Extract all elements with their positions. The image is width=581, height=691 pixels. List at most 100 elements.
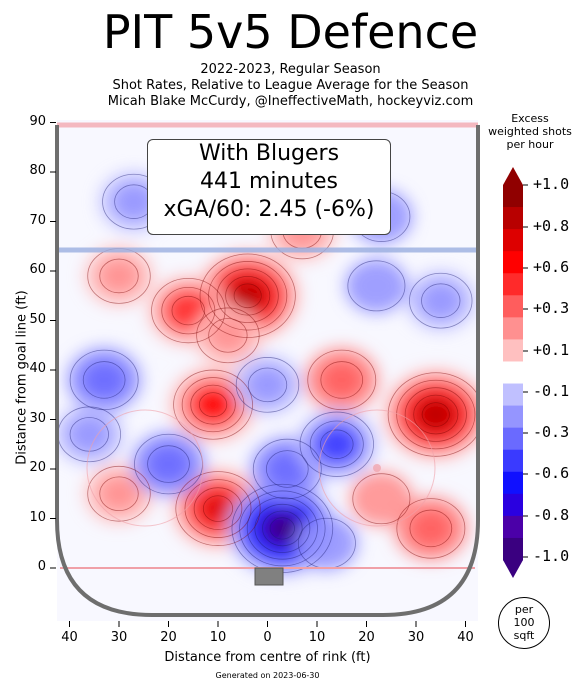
colorbar-segment [503, 295, 523, 318]
contour-line [173, 369, 253, 440]
y-tick-label: 60 [29, 262, 46, 277]
contour-line [307, 349, 377, 411]
colorbar-tick-label: -0.1 [533, 382, 570, 400]
x-tick-label: 20 [358, 630, 375, 645]
contour-line [246, 497, 318, 560]
heat-blob [419, 282, 462, 320]
colorbar-tick-label: -0.6 [533, 464, 570, 482]
faceoff-dot-right [373, 464, 381, 472]
contour-line [199, 253, 296, 338]
contour-line [184, 479, 252, 538]
colorbar-segment [503, 273, 523, 296]
colorbar-segment [503, 317, 523, 340]
heat-blob [407, 508, 454, 549]
heat-blob [350, 471, 413, 526]
colorbar-title-line: per hour [506, 138, 554, 151]
contour-line [161, 286, 216, 335]
x-tick-label: 40 [457, 630, 474, 645]
axis-ticks [50, 122, 466, 627]
contour-line [387, 372, 478, 457]
colorbar-top-arrow [503, 167, 523, 185]
contour-line [352, 473, 411, 525]
y-tick-label: 70 [29, 212, 46, 228]
heat-blob [68, 416, 111, 453]
colorbar-segment [503, 471, 523, 495]
contour-line [208, 318, 248, 353]
contour-line [320, 361, 364, 399]
contour-line [239, 490, 326, 567]
colorbar-tick-label: -0.3 [533, 423, 570, 441]
y-tick-label: 50 [29, 311, 46, 327]
heat-blob [97, 475, 141, 513]
x-tick-label: 0 [263, 630, 272, 645]
contour-line [254, 503, 311, 553]
contour-line [225, 275, 271, 316]
contour-line [216, 268, 279, 324]
y-tick-label: 90 [29, 113, 46, 129]
info-minutes: 441 minutes [199, 169, 339, 194]
colorbar-segment [503, 361, 523, 385]
contour-line [299, 411, 374, 477]
contour-line [147, 445, 190, 483]
subtitle-description: Shot Rates, Relative to League Average f… [112, 78, 469, 93]
colorbar-segment [503, 229, 523, 252]
y-tick-label: 20 [29, 460, 46, 475]
contour-line [404, 387, 467, 442]
heat-blob [97, 257, 141, 295]
colorbar-segment [503, 383, 523, 407]
colorbar-tick-label: -1.0 [533, 547, 570, 565]
contour-line [181, 377, 245, 433]
heat-blob [198, 391, 229, 418]
contour-line [202, 495, 234, 522]
contour-line [196, 307, 260, 364]
subtitle-season: 2022-2023, Regular Season [200, 62, 381, 77]
contour-line [269, 517, 295, 540]
heat-blob [420, 401, 451, 428]
contour-line [190, 384, 236, 425]
colorbar-title: Excess weighted shots per hour [475, 112, 581, 151]
contour-line [309, 420, 364, 468]
x-axis-label: Distance from centre of rink (ft) [164, 650, 371, 665]
chart-title: PIT 5v5 Defence [102, 5, 479, 59]
heat-blob [206, 317, 249, 354]
faceoff-circle-right [318, 409, 436, 527]
colorbar [503, 167, 528, 578]
generated-date: Generated on 2023-06-30 [215, 671, 320, 680]
colorbar-segment [503, 405, 523, 429]
contour-line [171, 295, 206, 326]
heat-blob [112, 183, 155, 221]
colorbar-segment [503, 493, 523, 517]
contour-line [198, 392, 228, 418]
contour-line [252, 438, 322, 500]
heat-blob [201, 494, 235, 523]
heat-blob-layer [57, 171, 478, 577]
contour-line [409, 272, 473, 329]
heat-blob [81, 359, 128, 400]
x-tick-label: 40 [61, 630, 78, 645]
contour-line [320, 429, 354, 459]
info-xga: xGA/60: 2.45 (-6%) [163, 197, 375, 222]
colorbar-tick-label: +0.8 [533, 217, 570, 235]
contour-layer [57, 173, 478, 573]
colorbar-tick-label: +0.1 [533, 341, 570, 359]
unit-line: 100 [513, 616, 535, 629]
x-tick-label: 20 [160, 630, 177, 645]
x-tick-label: 30 [407, 630, 425, 645]
contour-line [409, 509, 453, 548]
info-box: With Blugers 441 minutes xGA/60: 2.45 (-… [147, 139, 391, 235]
colorbar-segment [503, 427, 523, 451]
contour-line [175, 471, 261, 546]
contour-line [396, 379, 476, 450]
unit-line: per [514, 603, 534, 616]
colorbar-segment [503, 449, 523, 473]
contour-line [396, 498, 466, 559]
heat-blob [145, 444, 192, 484]
unit-line: sqft [513, 629, 535, 642]
colorbar-segment [503, 207, 523, 230]
colorbar-segment [503, 185, 523, 208]
contour-line [151, 277, 226, 344]
heat-blob [318, 359, 365, 400]
colorbar-tick-label: +1.0 [533, 175, 570, 193]
colorbar-title-line: weighted shots [488, 125, 572, 138]
